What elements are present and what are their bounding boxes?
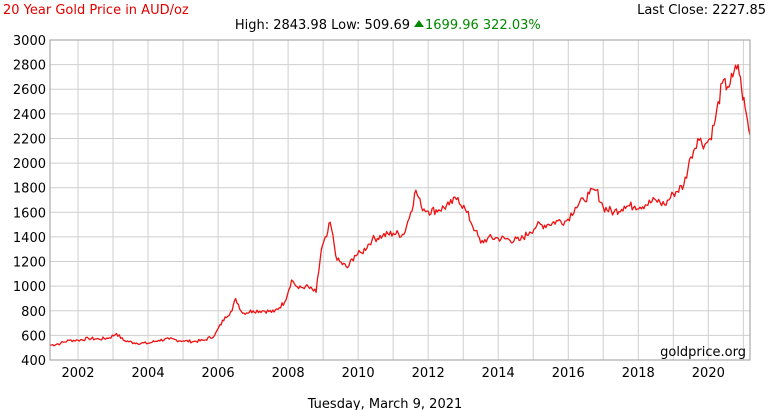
y-tick-label: 1600 (13, 206, 46, 221)
y-tick-label: 600 (21, 329, 46, 344)
y-tick-label: 1400 (13, 231, 46, 246)
x-tick-label: 2004 (132, 366, 165, 381)
plot-background (50, 40, 750, 360)
y-tick-label: 2800 (13, 59, 46, 74)
chart-title: 20 Year Gold Price in AUD/oz (3, 3, 189, 18)
x-axis-ticks: 2002 2004 2006 2008 2010 2012 2014 2016 2018 2020 (61, 366, 724, 381)
y-tick-label: 3000 (13, 34, 46, 49)
plot-frame (49, 39, 751, 361)
x-tick-label: 2020 (692, 366, 725, 381)
y-tick-label: 1200 (13, 256, 46, 271)
y-tick-label: 2400 (13, 108, 46, 123)
y-tick-label: 2200 (13, 132, 46, 147)
y-tick-label: 1000 (13, 280, 46, 295)
y-tick-label: 2600 (13, 83, 46, 98)
change-text: 1699.96 322.03% (425, 18, 541, 33)
y-tick-label: 400 (21, 354, 46, 369)
date-label: Tuesday, March 9, 2021 (307, 397, 463, 410)
last-close: Last Close: 2227.85 (637, 3, 766, 18)
x-tick-label: 2006 (202, 366, 235, 381)
x-tick-label: 2010 (342, 366, 375, 381)
y-axis-ticks: 400 600 800 1000 1200 1400 1600 1800 2000 2200 240… (13, 34, 46, 369)
price-line (49, 63, 751, 347)
y-tick-label: 800 (21, 305, 46, 320)
y-tick-label: 2000 (13, 157, 46, 172)
x-tick-label: 2008 (272, 366, 305, 381)
watermark: goldprice.org (660, 345, 746, 360)
x-tick-label: 2012 (412, 366, 445, 381)
high-low-summary: High: 2843.98 Low: 509.69 1699.96 322.03… (235, 18, 541, 33)
x-tick-label: 2002 (61, 366, 94, 381)
y-tick-label: 1800 (13, 182, 46, 197)
high-low-text: High: 2843.98 Low: 509.69 (235, 18, 410, 33)
x-tick-label: 2014 (482, 366, 515, 381)
up-triangle-icon (414, 20, 424, 27)
x-tick-label: 2018 (622, 366, 655, 381)
x-tick-label: 2016 (552, 366, 585, 381)
